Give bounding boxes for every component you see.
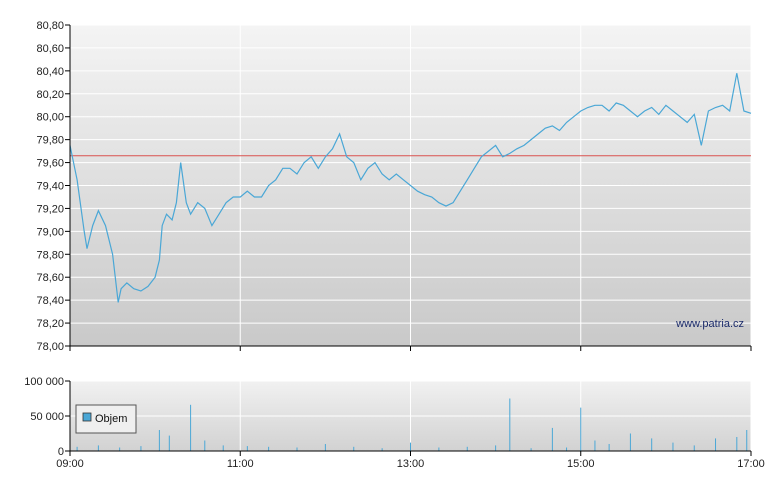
volume-y-tick-label: 0 xyxy=(58,446,64,458)
price-y-tick-label: 78,40 xyxy=(36,295,64,307)
volume-y-tick-label: 50 000 xyxy=(30,411,64,423)
volume-legend: Objem xyxy=(75,404,137,434)
price-y-tick-label: 79,20 xyxy=(36,203,64,215)
price-x-axis-ticks xyxy=(69,346,752,351)
price-y-tick-label: 78,60 xyxy=(36,272,64,284)
watermark: www.patria.cz xyxy=(675,318,744,330)
legend-label: Objem xyxy=(95,413,127,425)
price-series-line xyxy=(69,73,752,303)
volume-bars xyxy=(76,398,748,451)
price-y-tick-label: 80,40 xyxy=(36,66,64,78)
price-y-tick-label: 78,80 xyxy=(36,249,64,261)
volume-y-axis-ticks: 0 50 000 100 000 xyxy=(24,376,71,458)
price-y-tick-label: 79,00 xyxy=(36,226,64,238)
price-y-tick-label: 80,20 xyxy=(36,89,64,101)
x-tick-label: 11:00 xyxy=(227,458,254,470)
price-y-tick-label: 80,60 xyxy=(36,43,64,55)
price-y-tick-label: 78,20 xyxy=(36,318,64,330)
x-tick-label: 15:00 xyxy=(567,458,595,470)
price-y-tick-label: 79,80 xyxy=(36,135,64,147)
price-y-tick-label: 80,80 xyxy=(36,20,64,32)
price-y-tick-label: 79,40 xyxy=(36,181,64,193)
legend-swatch xyxy=(82,412,92,422)
volume-y-tick-label: 100 000 xyxy=(24,376,64,388)
price-y-tick-label: 80,00 xyxy=(36,112,64,124)
x-tick-label: 17:00 xyxy=(737,458,765,470)
price-y-tick-label: 78,00 xyxy=(36,341,64,353)
x-tick-label: 13:00 xyxy=(397,458,425,470)
price-y-axis-ticks: 78,00 78,20 78,40 78,60 78,80 79,00 79,20 79,40… xyxy=(36,20,71,353)
price-y-tick-label: 79,60 xyxy=(36,158,64,170)
x-tick-label: 09:00 xyxy=(56,458,84,470)
volume-x-axis-ticks: 09:00 11:00 13:00 15:00 17:00 xyxy=(56,451,765,470)
